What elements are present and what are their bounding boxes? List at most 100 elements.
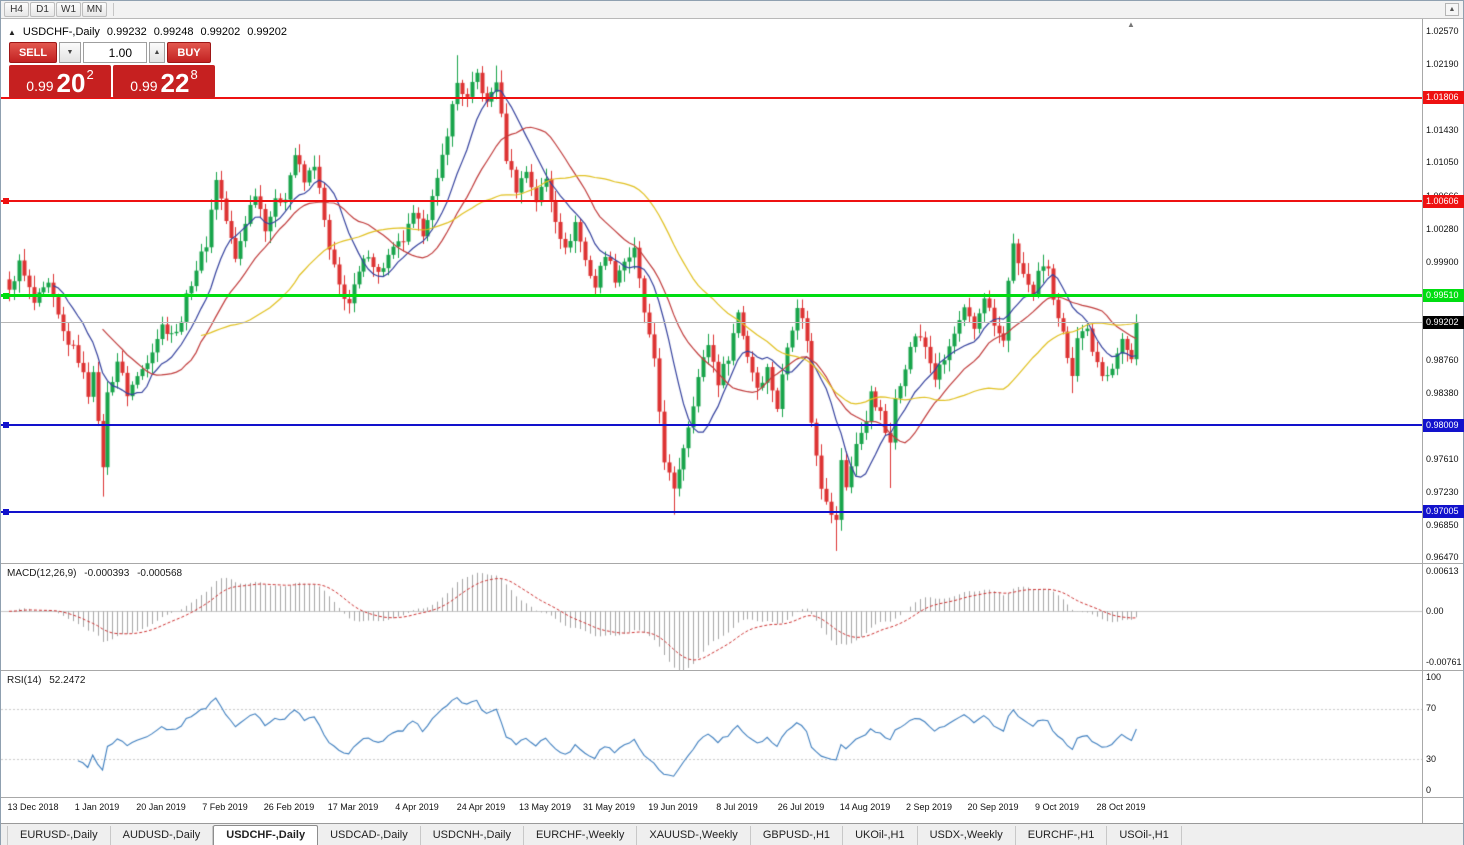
timeframe-buttons-group: H4 D1 W1 MN [4, 2, 108, 17]
chart-tab-xauusd-weekly[interactable]: XAUUSD-,Weekly [637, 826, 751, 845]
x-axis-date-label: 28 Oct 2019 [1096, 802, 1146, 812]
volume-up-icon[interactable]: ▲ [149, 42, 165, 63]
price-line-label: 0.97005 [1423, 505, 1464, 519]
x-axis-date-label: 19 Jun 2019 [648, 802, 698, 812]
rsi-axis-label: 0 [1426, 785, 1432, 795]
line-anchor-handle[interactable] [3, 508, 9, 515]
pane-divider[interactable] [1, 563, 1463, 564]
x-axis-date-label: 4 Apr 2019 [395, 802, 439, 812]
y-axis-tick-label: 0.98380 [1426, 387, 1459, 398]
sell-button[interactable]: SELL [9, 42, 57, 63]
chart-tab-ukoil-h1[interactable]: UKOil-,H1 [843, 826, 918, 845]
candlestick-chart-canvas[interactable] [1, 19, 1422, 563]
chart-tab-gbpusd-h1[interactable]: GBPUSD-,H1 [751, 826, 844, 845]
timeframe-toolbar: H4 D1 W1 MN ▲ [1, 1, 1463, 19]
timeframe-button-w1[interactable]: W1 [56, 2, 81, 17]
chart-tab-eurchf-weekly[interactable]: EURCHF-,Weekly [524, 826, 638, 845]
y-axis-tick-label: 0.97230 [1426, 486, 1459, 497]
x-axis-date-label: 31 May 2019 [582, 802, 636, 812]
horizontal-line-0.99510[interactable] [1, 292, 1422, 299]
rsi-value: 52.2472 [49, 675, 86, 686]
buy-price-display[interactable]: 0.99 22 8 [113, 65, 215, 98]
x-axis-date-label: 8 Jul 2019 [716, 802, 758, 812]
x-axis-date-label: 26 Feb 2019 [263, 802, 315, 812]
volume-down-icon[interactable]: ▼ [59, 42, 81, 63]
macd-value-signal: -0.000568 [137, 568, 183, 579]
y-axis-tick-label: 0.96470 [1426, 552, 1459, 563]
rsi-indicator-label: RSI(14) 52.2472 [7, 675, 85, 686]
rsi-indicator-canvas[interactable] [1, 671, 1422, 797]
horizontal-line-1.00606[interactable] [1, 198, 1422, 205]
chart-tabs-bar: EURUSD-,Daily AUDUSD-,Daily USDCHF-,Daily U… [1, 823, 1463, 845]
x-axis-date-label: 20 Jan 2019 [136, 802, 186, 812]
rsi-axis-label: 100 [1426, 672, 1442, 682]
line-anchor-handle[interactable] [3, 198, 9, 205]
line-anchor-handle[interactable] [3, 292, 9, 299]
current-price-label: 0.99202 [1423, 315, 1464, 329]
ohlc-open: 0.99232 [106, 26, 147, 38]
pane-divider[interactable] [1, 670, 1463, 671]
price-axis-border [1422, 19, 1423, 823]
sell-price-main: 0.99 [26, 78, 54, 94]
y-axis-tick-label: 0.97610 [1426, 454, 1459, 465]
y-axis-tick-label: 0.98760 [1426, 354, 1459, 365]
x-axis-date-label: 9 Oct 2019 [1034, 802, 1080, 812]
horizontal-line-0.97005[interactable] [1, 508, 1422, 515]
chart-shift-marker-icon[interactable]: ▲ [1127, 20, 1135, 29]
x-axis-date-label: 1 Jan 2019 [74, 802, 120, 812]
chart-title: USDCHF-,Daily [22, 26, 100, 38]
ohlc-low: 0.99202 [200, 26, 241, 38]
x-axis-date-label: 17 Mar 2019 [327, 802, 379, 812]
chart-tab-usdchf-daily[interactable]: USDCHF-,Daily [213, 825, 319, 845]
price-line-label: 1.00606 [1423, 194, 1464, 208]
chart-tab-usdx-weekly[interactable]: USDX-,Weekly [918, 826, 1016, 845]
horizontal-line-0.98009[interactable] [1, 422, 1422, 429]
x-axis-date-label: 26 Jul 2019 [777, 802, 825, 812]
y-axis-tick-label: 1.01430 [1426, 124, 1459, 135]
price-line-label: 1.01806 [1423, 91, 1464, 105]
horizontal-line-1.01806[interactable] [1, 96, 1422, 99]
chart-tab-eurchf-h1[interactable]: EURCHF-,H1 [1016, 826, 1108, 845]
chart-tab-audusd-daily[interactable]: AUDUSD-,Daily [111, 826, 214, 845]
one-click-panel-collapse-icon[interactable]: ▲ [8, 27, 16, 37]
chart-tab-usdcnh-daily[interactable]: USDCNH-,Daily [421, 826, 524, 845]
macd-indicator-canvas[interactable] [1, 564, 1422, 670]
y-axis-tick-label: 0.99900 [1426, 256, 1459, 267]
current-price-line [1, 322, 1422, 324]
y-axis-tick-label: 1.01050 [1426, 157, 1459, 168]
timeframe-button-mn[interactable]: MN [82, 2, 107, 17]
y-axis-tick-label: 1.02570 [1426, 26, 1459, 37]
macd-axis-label: 0.00613 [1426, 566, 1459, 576]
price-line-label: 0.98009 [1423, 418, 1464, 432]
rsi-axis-label: 70 [1426, 703, 1437, 714]
chart-ohlc-header: ▲ USDCHF-,Daily 0.99232 0.99248 0.99202 … [8, 26, 287, 38]
macd-axis-label: 0.00 [1426, 605, 1444, 616]
buy-price-pips: 22 [160, 68, 190, 98]
x-axis-date-label: 13 May 2019 [518, 802, 572, 812]
buy-price-fraction: 8 [190, 67, 198, 82]
rsi-name: RSI(14) [7, 675, 42, 686]
ohlc-close: 0.99202 [247, 26, 287, 38]
buy-button[interactable]: BUY [167, 42, 211, 63]
timeframe-button-h4[interactable]: H4 [4, 2, 29, 17]
volume-input[interactable] [83, 42, 147, 63]
pane-divider[interactable] [1, 797, 1463, 798]
macd-name: MACD(12,26,9) [7, 568, 77, 579]
sell-price-display[interactable]: 0.99 20 2 [9, 65, 111, 98]
ohlc-high: 0.99248 [153, 26, 194, 38]
timeframe-button-d1[interactable]: D1 [30, 2, 55, 17]
line-anchor-handle[interactable] [3, 422, 9, 429]
y-axis-tick-label: 1.02190 [1426, 59, 1459, 70]
toolbar-scroll-up-button[interactable]: ▲ [1445, 3, 1459, 16]
chart-tab-usoil-h1[interactable]: USOil-,H1 [1107, 826, 1182, 845]
price-line-label: 0.99510 [1423, 289, 1464, 303]
sell-price-pips: 20 [56, 68, 86, 98]
macd-value-main: -0.000393 [84, 568, 130, 579]
x-axis-date-label: 14 Aug 2019 [839, 802, 891, 812]
chart-tab-usdcad-daily[interactable]: USDCAD-,Daily [318, 826, 421, 845]
sell-price-fraction: 2 [86, 67, 94, 82]
chart-tab-eurusd-daily[interactable]: EURUSD-,Daily [7, 826, 111, 845]
x-axis-date-label: 20 Sep 2019 [967, 802, 1019, 812]
x-axis-date-label: 7 Feb 2019 [202, 802, 248, 812]
